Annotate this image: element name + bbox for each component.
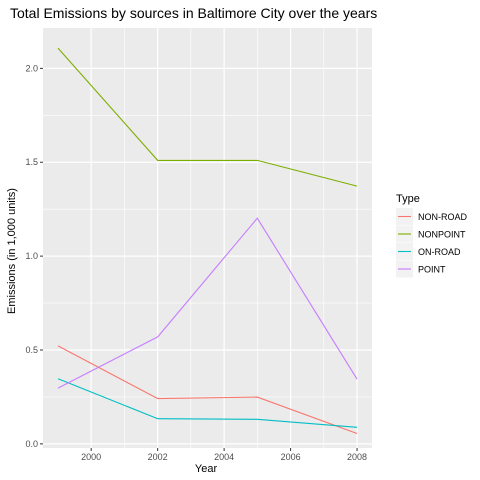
y-tick-label: 2.0 bbox=[25, 63, 38, 73]
minor-gridlines bbox=[43, 28, 372, 448]
y-tick-label: 1.0 bbox=[25, 251, 38, 261]
legend-items: NON-ROAD NONPOINT ON-ROAD POINT bbox=[396, 208, 467, 278]
x-tick-label: 2008 bbox=[347, 452, 367, 462]
legend-label: POINT bbox=[418, 265, 446, 275]
x-axis-ticks: 2000 2002 2004 2006 2008 bbox=[81, 448, 367, 462]
legend: Type NON-ROAD NONPOINT ON-ROAD POINT bbox=[396, 193, 467, 278]
series-line-nonpoint bbox=[57, 47, 358, 187]
legend-title: Type bbox=[396, 193, 420, 205]
legend-label: NON-ROAD bbox=[418, 212, 467, 222]
series-line-on-road bbox=[57, 378, 358, 428]
legend-label: ON-ROAD bbox=[418, 247, 461, 257]
y-axis-ticks: 0.0 0.5 1.0 1.5 2.0 bbox=[25, 63, 43, 449]
series-line-non-road bbox=[57, 345, 358, 435]
y-tick-label: 1.5 bbox=[25, 157, 38, 167]
x-tick-label: 2004 bbox=[214, 452, 234, 462]
y-tick-label: 0.5 bbox=[25, 345, 38, 355]
x-tick-label: 2002 bbox=[148, 452, 168, 462]
plot-panel bbox=[43, 28, 372, 448]
legend-label: NONPOINT bbox=[418, 230, 466, 240]
x-tick-label: 2000 bbox=[81, 452, 101, 462]
x-tick-label: 2006 bbox=[281, 452, 301, 462]
series-line-point bbox=[57, 217, 358, 389]
series-lines bbox=[57, 47, 358, 435]
chart-title: Total Emissions by sources in Baltimore … bbox=[10, 5, 377, 21]
major-gridlines bbox=[43, 28, 372, 448]
y-axis-title: Emissions (in 1,000 units) bbox=[6, 188, 18, 314]
x-axis-title: Year bbox=[195, 463, 218, 475]
y-tick-label: 0.0 bbox=[25, 439, 38, 449]
